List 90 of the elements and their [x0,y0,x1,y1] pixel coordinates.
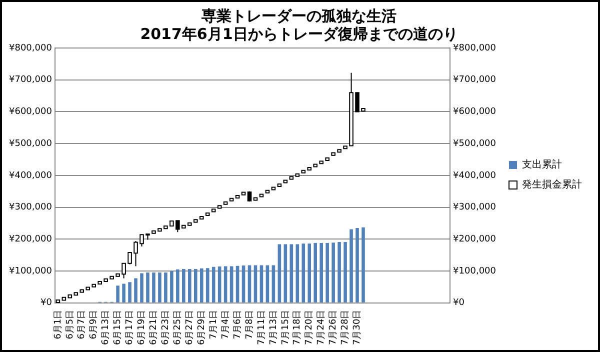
bar [152,272,156,302]
x-tick-label: 7月20日 [304,310,315,346]
x-tick-label: 7月13日 [268,310,279,346]
bar [350,229,353,302]
bar [128,282,132,302]
x-tick-label: 6月15日 [113,310,124,346]
x-tick-label: 7月30日 [352,310,363,346]
bar [134,278,138,302]
x-tick-label: 7月8日 [244,310,255,340]
bar [140,273,144,302]
bar [284,244,288,302]
y2-tick-label: ¥200,000 [453,234,496,244]
bar [338,242,341,302]
x-tick-label: 6月23日 [161,310,172,346]
y-tick-label: ¥200,000 [8,234,52,244]
bar [212,266,216,302]
y-tick-label: ¥500,000 [8,138,52,149]
bar [164,272,168,302]
bar [260,265,264,302]
x-tick-label: 6月21日 [149,310,160,346]
bar [206,268,210,302]
x-tick-label: 6月17日 [125,310,136,346]
bar [296,244,300,302]
bar [320,242,323,302]
bar [170,270,174,302]
bar [158,272,162,302]
bar [254,265,258,302]
bar [122,284,126,302]
y-tick-label: ¥100,000 [8,266,52,276]
legend-label: 支出累計 [522,158,562,171]
bar [266,265,270,302]
y2-tick-label: ¥500,000 [453,138,496,149]
y2-tick-label: ¥300,000 [453,202,496,213]
y2-tick-label: ¥700,000 [453,75,496,86]
x-tick-label: 6月29日 [196,310,207,346]
text: 専業トレーダーの孤独な生活 [202,6,396,25]
bar [290,244,294,302]
bar [278,244,282,302]
x-tick-label: 7月26日 [328,310,339,346]
bar [362,227,365,302]
x-tick-label: 7月15日 [280,310,291,346]
y2-tick-label: ¥800,000 [453,43,496,54]
bar [302,244,306,302]
x-tick-label: 6月13日 [101,310,112,346]
x-tick-label: 6月27日 [184,310,195,346]
bar [218,266,222,302]
x-tick-label: 7月11日 [256,310,267,346]
y2-tick-label: ¥100,000 [453,266,496,276]
bar [224,266,228,302]
y-tick-label: ¥300,000 [8,202,52,213]
x-tick-label: 7月24日 [316,310,327,346]
bar [242,266,246,302]
bar [248,265,252,302]
bar [308,244,312,302]
bar [332,242,335,302]
bar [236,266,240,302]
x-tick-label: 6月25日 [173,310,184,346]
y-tick-label: ¥400,000 [8,170,52,181]
bar [188,269,192,302]
y-tick-label: ¥800,000 [8,43,52,54]
bar [146,272,150,302]
y2-tick-label: ¥400,000 [453,170,496,181]
text: 2017年6月1日からトレーダ復帰までの道のり [140,24,458,43]
x-tick-label: 7月18日 [292,310,303,346]
bar [182,269,186,302]
x-tick-label: 7月1日 [208,310,219,340]
y2-tick-label: ¥600,000 [453,107,496,118]
bar [344,242,347,302]
x-tick-label: 7月4日 [220,310,231,340]
bar [200,268,204,302]
x-tick-label: 6月9日 [89,310,100,340]
bar [356,228,359,302]
x-tick-label: 7月6日 [232,310,243,340]
bar [116,286,120,302]
bar [326,242,329,302]
x-tick-label: 6月7日 [77,310,88,340]
legend-label: 発生損金累計 [522,178,582,191]
y2-tick-label: ¥0 [453,298,465,308]
bar [272,265,276,302]
y-tick-label: ¥700,000 [8,75,52,86]
bar [314,242,318,302]
x-tick-label: 6月1日 [53,310,64,340]
y-tick-label: ¥600,000 [8,107,52,118]
bar [194,269,198,302]
x-tick-label: 7月28日 [340,310,351,346]
x-tick-label: 6月19日 [137,310,148,346]
bar [230,266,234,302]
y-tick-label: ¥0 [40,298,52,308]
x-tick-label: 6月5日 [65,310,76,340]
bar [176,269,180,302]
